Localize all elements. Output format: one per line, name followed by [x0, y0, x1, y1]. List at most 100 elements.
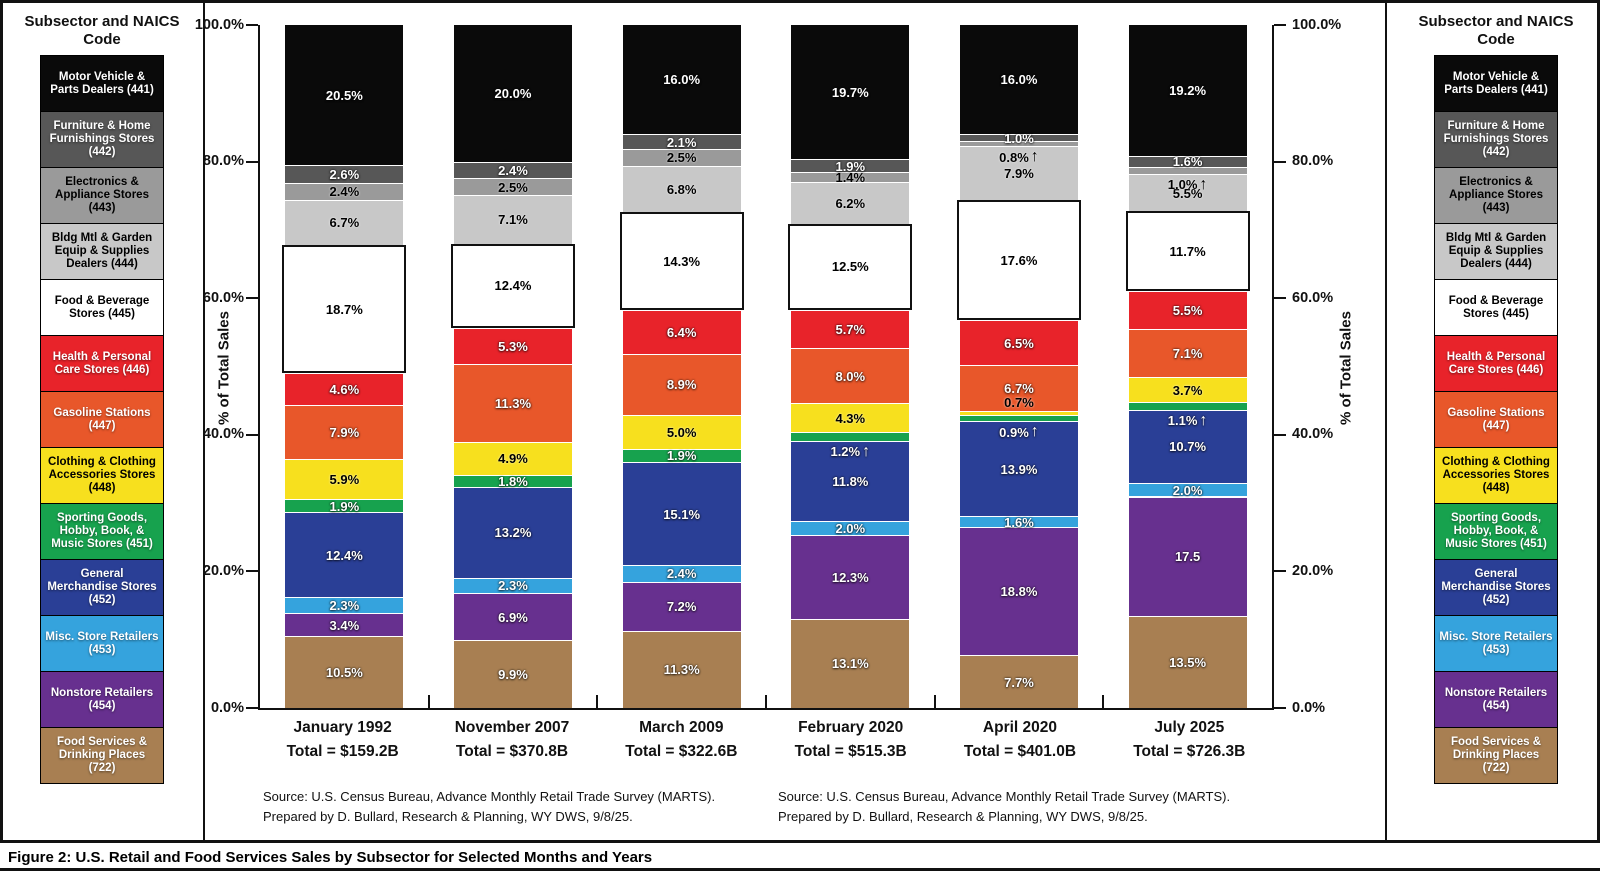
source-note-left: Source: U.S. Census Bureau, Advance Mont…	[263, 787, 715, 827]
segment-443: 1.4%	[791, 171, 910, 184]
segment-label: 11.3%	[663, 662, 700, 678]
legend-title: Subsector and NAICS Code	[1418, 13, 1574, 48]
segment-label: 16.0%	[663, 72, 701, 88]
segment-label: 2.3%	[498, 578, 528, 594]
segment-448: 5.9%	[285, 458, 404, 500]
segment-448: 5.0%	[622, 414, 741, 449]
segment-label: 2.0%	[1172, 482, 1203, 498]
segment-443: 2.5%	[453, 178, 572, 196]
segment-label: 2.5%	[666, 150, 697, 166]
segment-448: 4.9%	[453, 441, 572, 476]
y-tick-right	[1274, 24, 1286, 26]
segment-label: 1.6%	[1004, 514, 1034, 530]
segment-label: 5.9%	[329, 472, 360, 488]
y-tick-label-right: 80.0%	[1292, 153, 1334, 170]
bar-february-2020: 13.1% 12.3% 2.0% 11.8% 1.2% ↑ 4.3% 8.0% 5.7% 12.5…	[788, 25, 913, 708]
legend-item-447: Gasoline Stations (447)	[1434, 391, 1558, 448]
legend-item-444: Bldg Mtl & Garden Equip & Supplies Deale…	[40, 223, 164, 280]
segment-label: 19.7%	[831, 84, 869, 100]
segment-447: 7.1%	[1128, 328, 1247, 378]
segment-453: 2.3%	[285, 597, 404, 613]
segment-label: 14.3%	[663, 253, 701, 269]
segment-label: 5.3%	[498, 339, 528, 355]
segment-label: 16.0%	[1000, 72, 1038, 88]
legend-item-454: Nonstore Retailers (454)	[40, 671, 164, 728]
legend-item-442: Furniture & Home Furnishings Stores (442…	[40, 111, 164, 168]
segment-label: 18.8%	[1000, 584, 1038, 600]
segment-label: 5.7%	[835, 321, 866, 337]
segment-label: 3.4%	[329, 617, 360, 633]
segment-label: 13.5%	[1169, 654, 1207, 670]
segment-443: 0.8% ↑	[959, 141, 1078, 165]
segment-label: 2.4%	[498, 162, 528, 178]
legend-item-442: Furniture & Home Furnishings Stores (442…	[1434, 111, 1558, 168]
segment-label: 6.7%	[329, 215, 360, 231]
x-axis-category: February 2020	[798, 719, 904, 736]
segment-label: 6.8%	[666, 182, 697, 198]
segment-722: 13.1%	[791, 618, 910, 708]
y-axis-title-right: % of Total Sales	[1337, 311, 1355, 425]
source-line-1: Source: U.S. Census Bureau, Advance Mont…	[778, 789, 1231, 804]
segment-451: 1.8%	[453, 475, 572, 488]
y-tick-left	[246, 433, 258, 436]
segment-445: 12.4%	[450, 243, 575, 329]
x-axis-total: Total = $515.3B	[794, 743, 907, 761]
source-note-right: Source: U.S. Census Bureau, Advance Mont…	[778, 787, 1230, 827]
segment-442: 2.1%	[622, 134, 741, 149]
segment-446: 5.3%	[453, 328, 572, 365]
segment-445: 17.6%	[956, 200, 1081, 321]
y-tick-right	[1274, 160, 1286, 163]
legend-item-451: Sporting Goods, Hobby, Book, & Music Sto…	[40, 503, 164, 560]
segment-label: 17.6%	[1000, 252, 1038, 268]
segment-453: 2.4%	[622, 565, 741, 582]
segment-447: 11.3%	[453, 364, 572, 442]
segment-label: 7.2%	[666, 599, 697, 615]
plot-area: 10.5% 3.4% 2.3% 12.4% 1.9% 5.9% 7.9% 4.6% 18.7% 6…	[195, 17, 1341, 714]
segment-442: 2.4%	[453, 161, 572, 178]
bar-november-2007: 9.9% 6.9% 2.3% 13.2% 1.8% 4.9% 11.3% 5.3% 12.4% 7…	[450, 25, 575, 708]
segment-451: 1.9%	[285, 499, 404, 513]
segment-label: 2.4%	[666, 566, 697, 582]
legend-item-722: Food Services & Drinking Places (722)	[40, 727, 164, 784]
segment-label: 2.6%	[329, 167, 360, 183]
segment-448: 0.7%	[959, 396, 1078, 416]
segment-label: 7.9%	[329, 424, 360, 440]
segment-452: 15.1%	[622, 461, 741, 566]
segment-label: 18.7%	[325, 301, 363, 317]
segment-451: 0.9% ↑	[959, 415, 1078, 440]
segment-label: 20.0%	[494, 85, 532, 101]
segment-445: 14.3%	[619, 212, 744, 311]
y-tick-left	[246, 707, 258, 709]
segment-451: 1.9%	[622, 448, 741, 462]
legend-item-445: Food & Beverage Stores (445)	[1434, 279, 1558, 336]
x-axis-tick	[765, 695, 767, 708]
segment-label: 15.1%	[663, 506, 701, 522]
segment-446: 6.5%	[959, 320, 1078, 365]
legend-item-443: Electronics & Appliance Stores (443)	[40, 167, 164, 224]
segment-label: 10.5%	[325, 665, 363, 681]
bottom-rule	[0, 868, 1600, 871]
segment-441: 19.2%	[1128, 25, 1247, 157]
x-label-january-1992: January 1992 Total = $159.2B	[258, 716, 427, 764]
segment-722: 7.7%	[959, 655, 1078, 708]
legend-item-441: Motor Vehicle & Parts Dealers (441)	[40, 55, 164, 112]
segment-441: 20.5%	[285, 25, 404, 166]
x-axis-category: July 2025	[1154, 719, 1225, 736]
segment-label: 5.0%	[666, 424, 697, 440]
segment-722: 9.9%	[453, 640, 572, 708]
segment-442: 1.0%	[959, 132, 1078, 145]
x-axis-tick	[1102, 695, 1105, 708]
segment-447: 8.9%	[622, 353, 741, 415]
segment-454: 12.3%	[791, 534, 910, 619]
x-axis-total: Total = $726.3B	[1133, 743, 1246, 761]
segment-label: 9.9%	[498, 667, 528, 683]
y-tick-right	[1274, 433, 1286, 436]
legend-item-722: Food Services & Drinking Places (722)	[1434, 727, 1558, 784]
segment-label: 1.9%	[835, 158, 866, 174]
bar-january-1992: 10.5% 3.4% 2.3% 12.4% 1.9% 5.9% 7.9% 4.6% 18.7% 6…	[282, 25, 407, 708]
segment-label: 1.0%	[1004, 130, 1034, 146]
y-tick-label-right: 20.0%	[1292, 562, 1334, 579]
segment-label: 5.5%	[1172, 185, 1203, 201]
segment-454: 7.2%	[622, 581, 741, 631]
